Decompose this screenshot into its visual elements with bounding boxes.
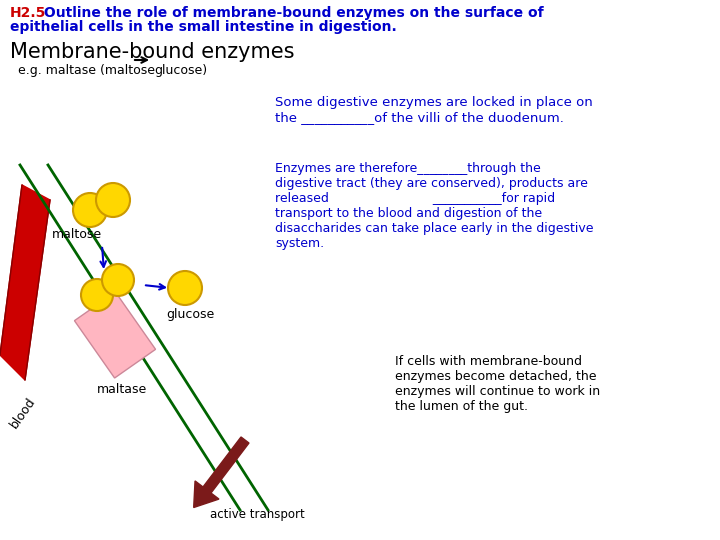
Text: enzymes will continue to work in: enzymes will continue to work in (395, 385, 600, 398)
Circle shape (73, 193, 107, 227)
Text: glucose): glucose) (154, 64, 207, 77)
Text: H2.5: H2.5 (10, 6, 46, 20)
Text: digestive tract (they are conserved), products are: digestive tract (they are conserved), pr… (275, 177, 588, 190)
Text: Outline the role of membrane-bound enzymes on the surface of: Outline the role of membrane-bound enzym… (39, 6, 544, 20)
Text: epithelial cells in the small intestine in digestion.: epithelial cells in the small intestine … (10, 20, 397, 34)
Text: glucose: glucose (166, 308, 215, 321)
Text: Enzymes are therefore________through the: Enzymes are therefore________through the (275, 162, 541, 175)
Circle shape (168, 271, 202, 305)
Polygon shape (74, 292, 156, 378)
FancyArrow shape (194, 437, 249, 508)
Text: Membrane-bound enzymes: Membrane-bound enzymes (10, 42, 294, 62)
Circle shape (102, 264, 134, 296)
Text: released                          ___________for rapid: released ___________for rapid (275, 192, 555, 205)
Circle shape (96, 183, 130, 217)
Polygon shape (0, 185, 50, 380)
Text: the lumen of the gut.: the lumen of the gut. (395, 400, 528, 413)
Text: e.g. maltase (maltose: e.g. maltase (maltose (18, 64, 159, 77)
Text: enzymes become detached, the: enzymes become detached, the (395, 370, 596, 383)
Text: disaccharides can take place early in the digestive: disaccharides can take place early in th… (275, 222, 593, 235)
Text: maltase: maltase (97, 383, 148, 396)
Text: active transport: active transport (210, 508, 305, 521)
Text: blood: blood (8, 395, 38, 431)
Text: the ___________of the villi of the duodenum.: the ___________of the villi of the duode… (275, 111, 564, 124)
Text: maltose: maltose (52, 228, 102, 241)
Text: Some digestive enzymes are locked in place on: Some digestive enzymes are locked in pla… (275, 96, 593, 109)
Text: If cells with membrane-bound: If cells with membrane-bound (395, 355, 582, 368)
Circle shape (81, 279, 113, 311)
Text: transport to the blood and digestion of the: transport to the blood and digestion of … (275, 207, 542, 220)
Text: system.: system. (275, 237, 324, 250)
